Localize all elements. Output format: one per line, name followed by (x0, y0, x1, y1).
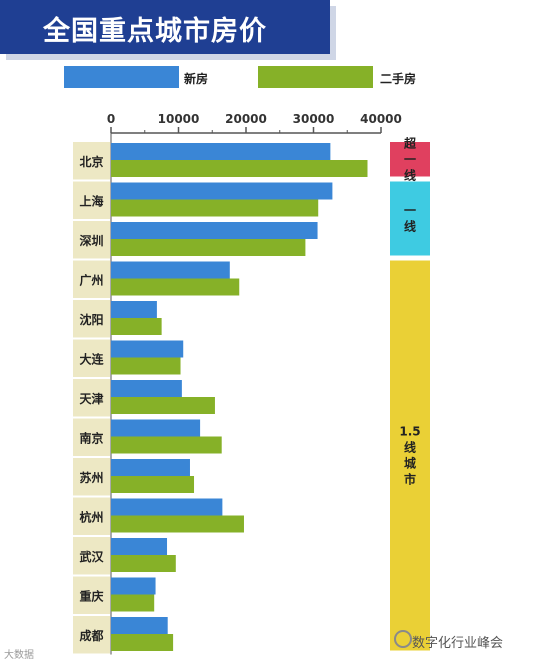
category-label-bg (73, 379, 110, 417)
category-label-bg (73, 537, 110, 575)
category-label: 杭州 (79, 509, 103, 524)
legend-label-new: 新房 (184, 72, 209, 86)
category-label-bg (73, 576, 110, 614)
bar-used (111, 555, 176, 572)
bar-new (111, 380, 182, 397)
bar-used (111, 594, 155, 612)
tier-label: 一线 (404, 204, 416, 234)
bar-new (111, 222, 318, 239)
category-label-bg (73, 497, 110, 535)
category-label: 南京 (79, 430, 103, 445)
chart-title: 全国重点城市房价 (43, 16, 267, 47)
bar-new (111, 419, 201, 437)
legend-swatch-new (64, 66, 179, 88)
category-label-bg (73, 221, 110, 259)
category-label: 北京 (79, 154, 103, 169)
bar-new (111, 498, 223, 516)
category-label: 大连 (79, 351, 104, 366)
bar-used (111, 318, 162, 335)
bar-new (111, 182, 333, 200)
bar-new (111, 261, 230, 279)
bar-used (111, 515, 244, 533)
bar-used (111, 199, 319, 217)
category-label: 武汉 (79, 549, 104, 564)
bar-used (111, 476, 195, 493)
category-label: 重庆 (79, 588, 103, 603)
tier-band (390, 260, 430, 651)
category-label: 沈阳 (79, 312, 103, 327)
category-label: 苏州 (79, 470, 103, 485)
bar-used (111, 278, 240, 296)
legend-label-used: 二手房 (380, 72, 417, 86)
x-tick-label: 20000 (225, 112, 267, 126)
title-banner: 全国重点城市房价 (0, 0, 330, 54)
bar-new (111, 617, 168, 634)
bar-used (111, 160, 368, 177)
x-tick-label: 30000 (293, 112, 335, 126)
x-tick-label: 10000 (158, 112, 200, 126)
bar-new (111, 340, 184, 358)
category-label-bg (73, 300, 110, 338)
category-label: 天津 (79, 391, 103, 406)
category-label: 上海 (79, 193, 103, 208)
category-label-bg (73, 418, 110, 456)
bar-new (111, 143, 331, 160)
bar-new (111, 577, 156, 595)
watermark-left: 大数据 (4, 650, 34, 661)
bar-used (111, 397, 215, 414)
bar-new (111, 538, 168, 555)
bar-new (111, 459, 190, 476)
x-tick-label: 0 (107, 112, 115, 126)
bar-new (111, 301, 157, 318)
category-label: 广州 (79, 272, 103, 287)
bar-used (111, 436, 222, 454)
category-label: 成都 (79, 628, 103, 643)
tier-band (390, 181, 430, 256)
category-label-bg (73, 458, 110, 496)
tier-band (390, 142, 430, 177)
category-label-bg (73, 181, 110, 219)
tier-label: 1.5 线城市 (399, 425, 420, 487)
category-label-bg (73, 260, 110, 298)
x-tick-label: 40000 (360, 112, 402, 126)
wechat-icon (394, 630, 412, 648)
bar-used (111, 239, 306, 256)
legend-swatch-used (258, 66, 373, 88)
tier-label: 超一线 (403, 135, 417, 182)
category-label-bg (73, 142, 110, 180)
category-label: 深圳 (79, 233, 103, 248)
bar-used (111, 357, 181, 375)
watermark-right: 数字化行业峰会 (412, 636, 504, 651)
bar-used (111, 634, 174, 651)
category-label-bg (73, 339, 110, 377)
category-label-bg (73, 616, 110, 654)
